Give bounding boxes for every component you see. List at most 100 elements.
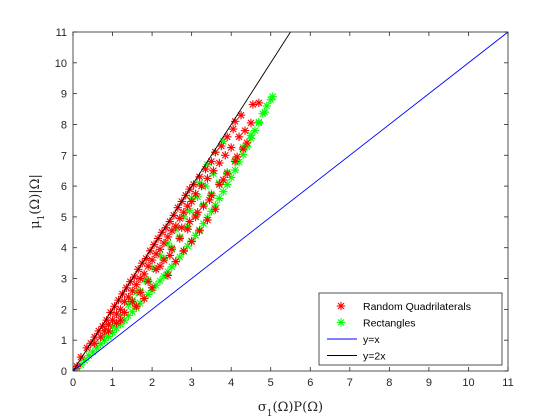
point-random-quadrilaterals-52 (136, 274, 145, 283)
legend-marker-rectangles (336, 318, 346, 327)
y-tick-label-1: 1 (61, 335, 67, 347)
legend-marker-random-quadrilaterals (336, 301, 346, 311)
point-random-quadrilaterals-61-d2 (172, 222, 180, 230)
x-tick-label-5: 5 (268, 377, 274, 389)
y-tick-label-10: 10 (55, 58, 67, 70)
point-random-quadrilaterals-113-d2 (166, 252, 174, 259)
point-rectangles-24-d2 (168, 263, 176, 271)
point-rectangles-85-d2 (124, 301, 132, 309)
point-random-quadrilaterals-50 (128, 286, 137, 296)
point-random-quadrilaterals-88 (199, 201, 208, 211)
point-random-quadrilaterals-50-d2 (128, 287, 136, 295)
legend-label-rectangles: Rectangles (363, 318, 416, 330)
y-tick-label-4: 4 (61, 243, 67, 255)
point-random-quadrilaterals-105-d2 (178, 224, 186, 232)
point-random-quadrilaterals-76-d2 (105, 327, 113, 335)
point-random-quadrilaterals-62-d2 (176, 215, 184, 222)
point-random-quadrilaterals-69-d2 (209, 167, 217, 175)
point-random-quadrilaterals-98 (171, 257, 181, 266)
point-random-quadrilaterals-36-d2 (229, 125, 237, 133)
point-random-quadrilaterals-91-d2 (223, 170, 231, 178)
point-rectangles-36 (215, 194, 224, 203)
point-random-quadrilaterals-61 (171, 221, 181, 231)
point-rectangles-38 (223, 180, 232, 189)
point-random-quadrilaterals-65-d2 (188, 198, 196, 205)
line-y-x (73, 32, 508, 371)
point-random-quadrilaterals-67 (197, 181, 206, 191)
x-tick-label-10: 10 (462, 377, 474, 389)
point-random-quadrilaterals-107 (205, 195, 214, 205)
legend-marker-random-quadrilaterals-d2 (337, 302, 345, 310)
point-random-quadrilaterals-86-d2 (184, 225, 192, 233)
y-tick-label-6: 6 (61, 181, 67, 193)
point-random-quadrilaterals-102-d2 (204, 216, 211, 224)
point-rectangles-37-d2 (219, 188, 227, 196)
y-tick-label-11: 11 (56, 27, 67, 39)
point-random-quadrilaterals-112 (139, 294, 149, 303)
point-random-quadrilaterals-113 (165, 251, 175, 260)
point-random-quadrilaterals-85 (175, 234, 184, 243)
point-random-quadrilaterals-110-d2 (243, 139, 251, 147)
point-random-quadrilaterals-103-d2 (211, 205, 219, 213)
point-random-quadrilaterals-40 (254, 98, 264, 108)
point-random-quadrilaterals-104-d2 (156, 262, 164, 270)
x-tick-label-7: 7 (347, 377, 353, 389)
point-random-quadrilaterals-98-d2 (172, 258, 180, 266)
point-random-quadrilaterals-33-d2 (211, 148, 219, 156)
y-axis-label-part-a: μ (28, 220, 43, 228)
point-random-quadrilaterals-87 (191, 212, 200, 222)
point-random-quadrilaterals-57 (155, 245, 165, 254)
legend-label-y-x: y=x (363, 334, 380, 346)
point-random-quadrilaterals-53-d2 (140, 270, 148, 278)
point-random-quadrilaterals-91 (223, 169, 232, 178)
point-rectangles-24 (167, 262, 177, 272)
point-random-quadrilaterals-66 (191, 189, 200, 198)
point-random-quadrilaterals-80-d2 (136, 289, 144, 296)
point-random-quadrilaterals-51-d2 (132, 281, 140, 289)
point-random-quadrilaterals-109 (232, 152, 242, 162)
point-rectangles-37 (219, 187, 228, 196)
y-tick-label-9: 9 (61, 89, 67, 101)
point-random-quadrilaterals-55 (147, 255, 157, 265)
point-random-quadrilaterals-32 (207, 157, 216, 166)
point-random-quadrilaterals-74 (240, 126, 250, 135)
point-random-quadrilaterals-42-d2 (97, 333, 105, 341)
point-random-quadrilaterals-112-d2 (140, 295, 148, 302)
point-random-quadrilaterals-23 (165, 217, 175, 226)
point-rectangles-50 (268, 92, 277, 101)
point-random-quadrilaterals-81-d2 (144, 278, 152, 286)
point-random-quadrilaterals-109-d2 (233, 153, 241, 161)
point-random-quadrilaterals-67-d2 (198, 182, 205, 190)
y-tick-label-7: 7 (61, 150, 67, 162)
point-random-quadrilaterals-93-d2 (239, 145, 247, 153)
point-rectangles-48 (262, 101, 271, 111)
point-random-quadrilaterals-34 (217, 141, 226, 151)
point-random-quadrilaterals-73 (234, 132, 244, 141)
point-random-quadrilaterals-29 (189, 180, 198, 189)
point-random-quadrilaterals-111-d2 (186, 218, 194, 225)
point-random-quadrilaterals-34-d2 (217, 142, 225, 150)
x-axis-label: σ1(Ω)P(Ω) (258, 400, 323, 419)
point-random-quadrilaterals-83-d2 (160, 256, 168, 264)
point-random-quadrilaterals-101 (195, 226, 204, 235)
point-random-quadrilaterals-108 (219, 175, 228, 185)
x-tick-label-3: 3 (189, 377, 195, 389)
point-random-quadrilaterals-94-d2 (117, 316, 124, 324)
point-random-quadrilaterals-99-d2 (180, 247, 188, 255)
point-rectangles-40-d2 (231, 166, 239, 174)
x-tick-label-6: 6 (307, 377, 313, 389)
x-tick-label-11: 11 (502, 377, 513, 389)
legend-marker-rectangles-d2 (337, 319, 345, 326)
point-random-quadrilaterals-88-d2 (200, 202, 207, 210)
x-tick-label-2: 2 (149, 377, 155, 389)
point-random-quadrilaterals-103 (211, 205, 220, 214)
point-random-quadrilaterals-95 (132, 302, 141, 311)
y-tick-label-8: 8 (61, 119, 67, 131)
point-random-quadrilaterals-79-d2 (128, 298, 136, 306)
point-rectangles-39 (226, 173, 236, 182)
point-rectangles-66 (246, 131, 256, 140)
point-random-quadrilaterals-35 (223, 132, 232, 141)
point-random-quadrilaterals-93 (238, 144, 248, 154)
